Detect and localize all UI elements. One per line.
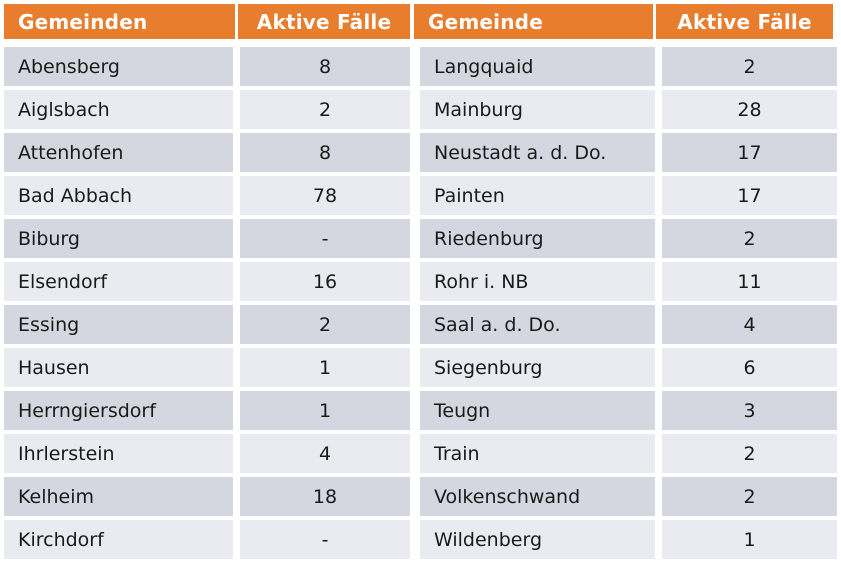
municipality-name-left: Aiglsbach (4, 90, 233, 129)
municipality-name-right: Volkenschwand (420, 477, 655, 516)
table-row: Essing 2 Saal a. d. Do. 4 (4, 305, 837, 344)
table-row: Hausen 1 Siegenburg 6 (4, 348, 837, 387)
table-row: Aiglsbach 2 Mainburg 28 (4, 90, 837, 129)
municipality-name-right: Riedenburg (420, 219, 655, 258)
active-cases-right: 2 (662, 477, 837, 516)
municipality-name-right: Neustadt a. d. Do. (420, 133, 655, 172)
header-gemeinden-left: Gemeinden (4, 4, 235, 39)
table-row: Herrngiersdorf 1 Teugn 3 (4, 391, 837, 430)
active-cases-right: 17 (662, 133, 837, 172)
table-header-row: Gemeinden Aktive Fälle Gemeinde Aktive F… (4, 4, 837, 39)
municipality-name-right: Mainburg (420, 90, 655, 129)
active-cases-right: 1 (662, 520, 837, 559)
municipality-name-right: Siegenburg (420, 348, 655, 387)
municipality-name-left: Biburg (4, 219, 233, 258)
active-cases-left: 8 (240, 47, 410, 86)
active-cases-right: 17 (662, 176, 837, 215)
municipality-name-left: Herrngiersdorf (4, 391, 233, 430)
municipality-name-right: Painten (420, 176, 655, 215)
active-cases-right: 3 (662, 391, 837, 430)
active-cases-right: 2 (662, 434, 837, 473)
active-cases-left: 78 (240, 176, 410, 215)
municipality-name-right: Langquaid (420, 47, 655, 86)
active-cases-left: 18 (240, 477, 410, 516)
active-cases-right: 11 (662, 262, 837, 301)
table-row: Ihrlerstein 4 Train 2 (4, 434, 837, 473)
municipality-name-left: Ihrlerstein (4, 434, 233, 473)
active-cases-left: 1 (240, 391, 410, 430)
municipality-name-right: Rohr i. NB (420, 262, 655, 301)
header-aktive-faelle-right: Aktive Fälle (656, 4, 833, 39)
active-cases-right: 6 (662, 348, 837, 387)
municipality-name-right: Wildenberg (420, 520, 655, 559)
active-cases-left: 8 (240, 133, 410, 172)
table-row: Biburg - Riedenburg 2 (4, 219, 837, 258)
table-row: Kirchdorf - Wildenberg 1 (4, 520, 837, 559)
table-row: Bad Abbach 78 Painten 17 (4, 176, 837, 215)
municipality-name-left: Hausen (4, 348, 233, 387)
table-body: Abensberg 8 Langquaid 2 Aiglsbach 2 Main… (4, 47, 837, 559)
municipality-name-right: Teugn (420, 391, 655, 430)
municipality-name-left: Abensberg (4, 47, 233, 86)
header-gemeinde-right: Gemeinde (414, 4, 653, 39)
table-row: Elsendorf 16 Rohr i. NB 11 (4, 262, 837, 301)
table-row: Attenhofen 8 Neustadt a. d. Do. 17 (4, 133, 837, 172)
active-cases-left: 4 (240, 434, 410, 473)
municipality-name-left: Kelheim (4, 477, 233, 516)
active-cases-left: 16 (240, 262, 410, 301)
active-cases-right: 4 (662, 305, 837, 344)
table-row: Abensberg 8 Langquaid 2 (4, 47, 837, 86)
municipality-name-right: Saal a. d. Do. (420, 305, 655, 344)
active-cases-left: 1 (240, 348, 410, 387)
active-cases-left: 2 (240, 90, 410, 129)
active-cases-right: 28 (662, 90, 837, 129)
municipality-name-left: Bad Abbach (4, 176, 233, 215)
table-row: Kelheim 18 Volkenschwand 2 (4, 477, 837, 516)
active-cases-right: 2 (662, 219, 837, 258)
municipality-name-left: Attenhofen (4, 133, 233, 172)
header-aktive-faelle-left: Aktive Fälle (238, 4, 410, 39)
active-cases-left: - (240, 219, 410, 258)
municipality-name-left: Elsendorf (4, 262, 233, 301)
municipality-name-left: Essing (4, 305, 233, 344)
active-cases-left: 2 (240, 305, 410, 344)
municipality-name-right: Train (420, 434, 655, 473)
active-cases-right: 2 (662, 47, 837, 86)
active-cases-left: - (240, 520, 410, 559)
municipality-name-left: Kirchdorf (4, 520, 233, 559)
